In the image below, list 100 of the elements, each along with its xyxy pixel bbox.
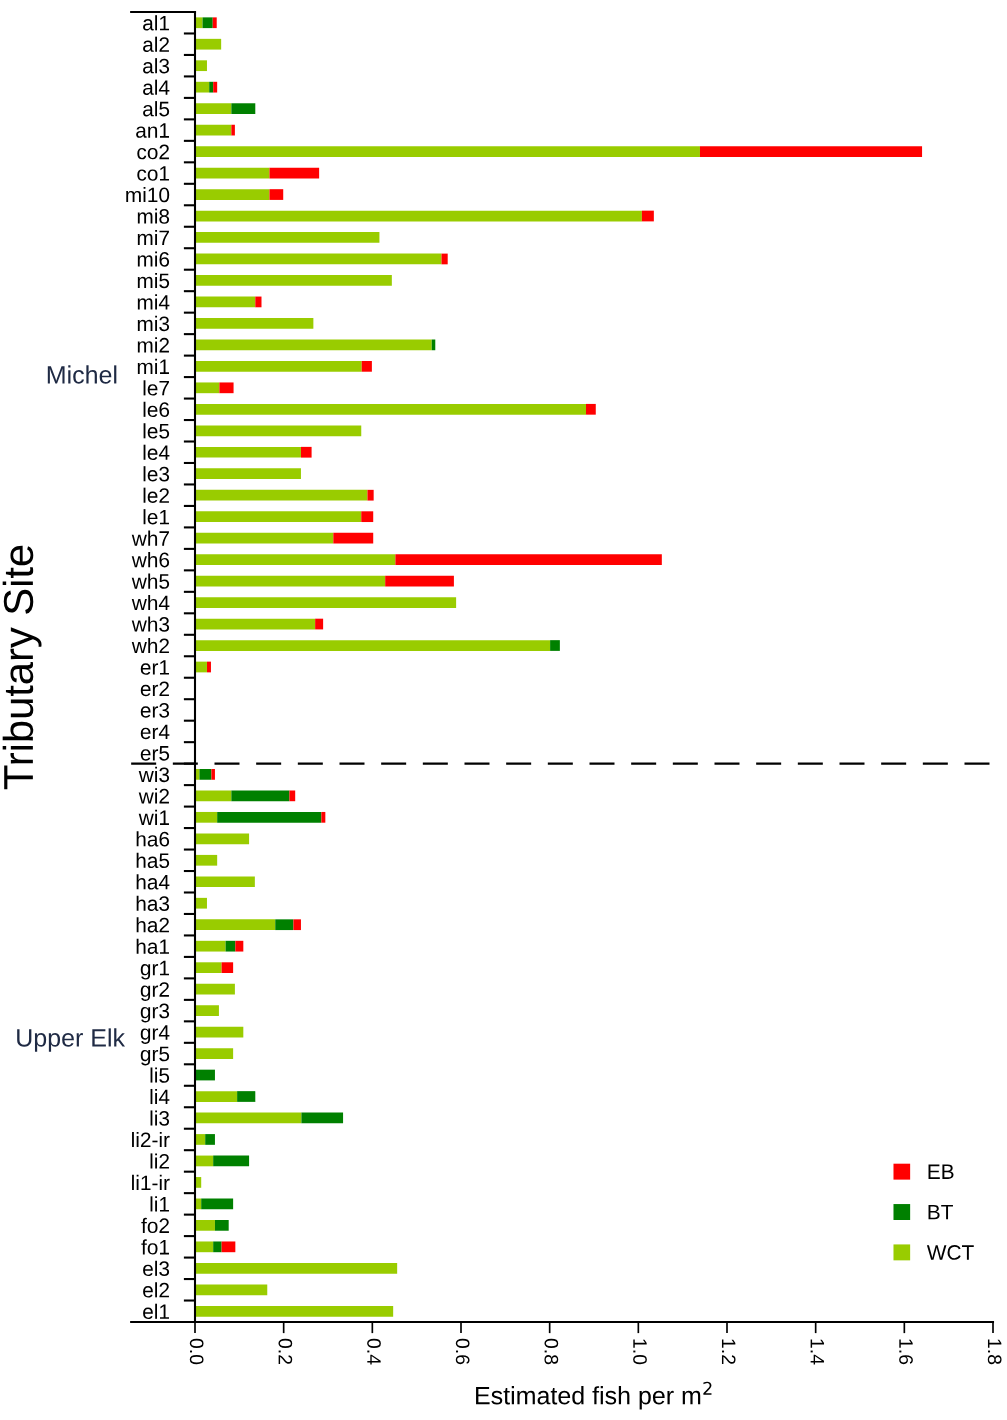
y-tick-label: mi8 <box>137 208 170 224</box>
bar <box>202 17 213 29</box>
legend-label: WCT <box>926 1245 974 1260</box>
y-tick-label: an1 <box>136 123 169 138</box>
bar <box>195 17 203 29</box>
bar <box>195 897 207 909</box>
bar <box>195 253 442 265</box>
y-tick-label: ha3 <box>136 895 170 911</box>
y-tick-label: mi3 <box>137 315 170 332</box>
bar <box>361 511 374 523</box>
bar <box>195 339 432 351</box>
bar <box>195 940 226 952</box>
bar <box>231 103 256 115</box>
y-tick-label: el3 <box>143 1260 170 1277</box>
bar <box>201 1198 234 1210</box>
x-tick-label: 1.0 <box>633 1339 647 1365</box>
bar <box>213 1241 222 1253</box>
bar <box>195 1112 302 1124</box>
y-tick-label: mi7 <box>137 229 169 246</box>
bar <box>225 940 236 952</box>
y-tick-label: gr4 <box>140 1025 170 1044</box>
x-tick-label: 1.6 <box>899 1339 913 1365</box>
y-tick-label: ha5 <box>136 852 170 869</box>
y-tick-label: al5 <box>143 101 170 117</box>
bar <box>221 1241 236 1253</box>
bar <box>195 275 392 286</box>
y-tick-label: al1 <box>143 15 169 31</box>
y-tick-label: wh5 <box>131 573 170 589</box>
bar <box>550 640 560 651</box>
y-tick-label: wh6 <box>131 552 170 568</box>
bar <box>213 1155 250 1167</box>
bar <box>195 38 222 50</box>
y-tick-label: er3 <box>140 702 170 718</box>
bar <box>195 811 218 823</box>
bar <box>289 790 296 802</box>
legend-label: EB <box>928 1164 954 1179</box>
y-tick-label: mi6 <box>137 251 170 267</box>
x-tick-label: 0.2 <box>278 1338 293 1365</box>
y-tick-label: el2 <box>143 1282 169 1298</box>
x-tick-label: 0.4 <box>367 1338 381 1365</box>
bar <box>209 81 214 93</box>
y-tick-label: le6 <box>143 401 170 418</box>
bar <box>195 532 334 544</box>
bar <box>195 60 207 72</box>
bar <box>199 769 212 780</box>
y-tick-label: ha6 <box>136 831 170 847</box>
bar <box>195 854 218 866</box>
y-tick-label: mi10 <box>126 186 170 203</box>
bar <box>195 1005 219 1016</box>
y-tick-label: mi1 <box>137 358 169 374</box>
bar <box>195 640 551 651</box>
y-tick-label: le2 <box>143 487 169 503</box>
bar <box>395 554 662 565</box>
y-tick-label: er2 <box>140 681 169 697</box>
y-tick-label: wh7 <box>131 530 169 546</box>
bar <box>195 360 362 372</box>
bar <box>195 296 256 308</box>
bar <box>235 940 244 952</box>
legend-label: BT <box>928 1204 953 1220</box>
y-tick-label: mi4 <box>137 294 170 310</box>
x-tick-label: 1.4 <box>810 1339 825 1365</box>
y-tick-label: wi1 <box>138 809 169 825</box>
bar <box>195 1219 215 1231</box>
bar <box>195 318 314 329</box>
bar <box>195 468 301 480</box>
bar <box>195 1026 244 1038</box>
y-tick-label: mi2 <box>137 337 169 353</box>
bar <box>195 146 700 157</box>
bar <box>315 618 324 630</box>
y-tick-label: al4 <box>143 79 170 95</box>
y-tick-label: le7 <box>143 380 169 396</box>
y-tick-label: er4 <box>140 724 170 740</box>
y-tick-label: co1 <box>137 166 169 181</box>
y-tick-label: li3 <box>150 1110 170 1126</box>
bar <box>195 1048 234 1059</box>
bar <box>237 1091 256 1102</box>
bar <box>212 17 217 29</box>
bar <box>231 790 290 802</box>
y-tick-label: le1 <box>143 509 169 525</box>
y-tick-label: mi5 <box>137 272 170 289</box>
bar <box>195 1091 238 1102</box>
bar <box>195 575 386 587</box>
y-tick-label: er1 <box>140 660 169 675</box>
y-tick-label: fo1 <box>141 1239 169 1255</box>
y-tick-label: wh4 <box>131 595 170 611</box>
bar <box>195 232 380 243</box>
bar <box>641 210 654 222</box>
y-tick-label: gr1 <box>140 960 169 980</box>
bar <box>195 167 270 179</box>
bar <box>231 124 235 136</box>
bar <box>205 1134 215 1145</box>
bar <box>586 403 596 415</box>
bar <box>269 167 320 179</box>
bar <box>195 983 235 995</box>
bar <box>333 532 374 544</box>
bar <box>195 446 301 458</box>
bar <box>269 189 284 200</box>
y-tick-label: gr5 <box>140 1046 170 1066</box>
x-tick-label: 0.0 <box>189 1338 204 1365</box>
bar <box>195 81 210 93</box>
